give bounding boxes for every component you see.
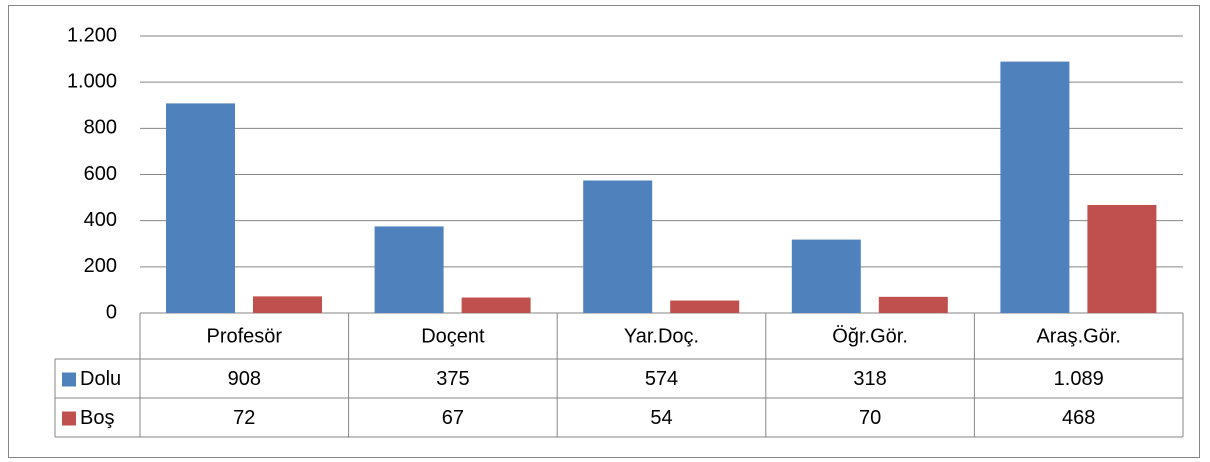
table-value: 70 <box>859 407 881 429</box>
x-tick-label: Öğr.Gör. <box>832 325 908 347</box>
y-tick-label: 200 <box>84 255 117 277</box>
bar <box>670 300 740 313</box>
y-tick-label: 400 <box>84 209 117 231</box>
bar <box>791 239 861 313</box>
table-value: 318 <box>853 368 886 390</box>
table-value: 375 <box>436 368 469 390</box>
x-tick-label: Profesör <box>207 325 283 347</box>
x-tick-label: Doçent <box>421 325 485 347</box>
x-tick-label: Araş.Gör. <box>1036 325 1120 347</box>
legend-swatch <box>62 411 76 426</box>
bar <box>253 296 322 313</box>
table-value: 72 <box>233 407 255 429</box>
legend-label: Boş <box>80 407 114 429</box>
table-value: 67 <box>442 407 464 429</box>
bar <box>583 180 653 313</box>
y-tick-label: 1.200 <box>67 24 117 46</box>
bar <box>166 103 235 313</box>
table-value: 908 <box>228 368 261 390</box>
table-value: 54 <box>650 407 672 429</box>
y-tick-label: 0 <box>106 301 117 323</box>
y-tick-label: 600 <box>84 163 117 185</box>
table-value: 1.089 <box>1054 368 1104 390</box>
bar <box>461 297 531 313</box>
bar <box>1000 61 1070 314</box>
x-tick-label: Yar.Doç. <box>624 325 699 347</box>
legend-label: Dolu <box>80 368 121 390</box>
bar <box>1087 204 1157 313</box>
table-value: 468 <box>1062 407 1095 429</box>
table-value: 574 <box>645 368 678 390</box>
legend-swatch <box>62 372 76 387</box>
y-tick-label: 800 <box>84 117 117 139</box>
bar <box>878 296 948 313</box>
y-tick-label: 1.000 <box>67 70 117 92</box>
bar <box>374 226 444 313</box>
